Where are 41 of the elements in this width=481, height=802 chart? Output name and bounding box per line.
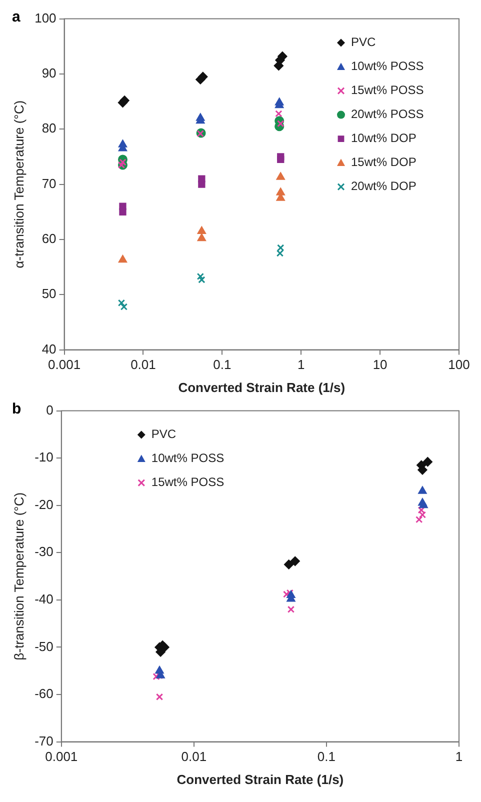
y-tick-label: 50 xyxy=(42,286,56,302)
y-tick-label: -30 xyxy=(34,544,54,560)
legend-label: PVC xyxy=(351,35,376,50)
legend-label: 15wt% DOP xyxy=(351,155,416,170)
x-tick-label: 0.01 xyxy=(130,357,156,372)
y-tick-label: 100 xyxy=(34,10,56,26)
y-tick-label: 70 xyxy=(42,176,56,191)
y-tick-label: 0 xyxy=(46,402,54,418)
text: a xyxy=(12,8,21,26)
x-tick-label: 1 xyxy=(455,749,463,764)
y-axis-title: β-transition Temperature (°C) xyxy=(11,492,26,660)
x-tick-label: 0.001 xyxy=(48,357,81,372)
y-tick-label: 90 xyxy=(42,66,56,81)
legend-label: 10wt% DOP xyxy=(351,131,416,146)
y-tick-label: 40 xyxy=(42,341,56,356)
y-tick-label: 80 xyxy=(42,120,56,136)
legend-label: 10wt% POSS xyxy=(151,451,224,466)
y-tick-label: 60 xyxy=(42,231,56,246)
legend-label: 10wt% POSS xyxy=(351,59,424,74)
x-axis-title: Converted Strain Rate (1/s) xyxy=(178,380,346,395)
y-tick-label: -40 xyxy=(34,592,54,607)
x-axis-title: Converted Strain Rate (1/s) xyxy=(176,772,344,787)
x-tick-label: 0.1 xyxy=(213,357,232,372)
y-tick-label: -60 xyxy=(34,686,54,702)
x-tick-label: 0.01 xyxy=(181,749,207,764)
legend-label: 20wt% POSS xyxy=(351,107,424,122)
text: b xyxy=(12,400,22,418)
x-tick-label: 1 xyxy=(298,357,305,372)
y-axis-title: α-transition Temperature (°C) xyxy=(11,100,26,268)
legend-label: 20wt% DOP xyxy=(351,179,416,194)
y-tick-label: -70 xyxy=(34,733,54,748)
x-tick-label: 0.1 xyxy=(317,749,336,764)
y-tick-label: -20 xyxy=(34,496,54,512)
legend-label: PVC xyxy=(151,427,176,442)
x-tick-label: 0.001 xyxy=(45,749,78,764)
y-tick-label: -10 xyxy=(34,450,54,465)
legend-label: 15wt% POSS xyxy=(151,475,224,490)
x-tick-label: 100 xyxy=(448,357,470,372)
legend-label: 15wt% POSS xyxy=(351,83,424,98)
x-tick-label: 10 xyxy=(372,357,388,372)
y-tick-label: -50 xyxy=(34,638,54,654)
